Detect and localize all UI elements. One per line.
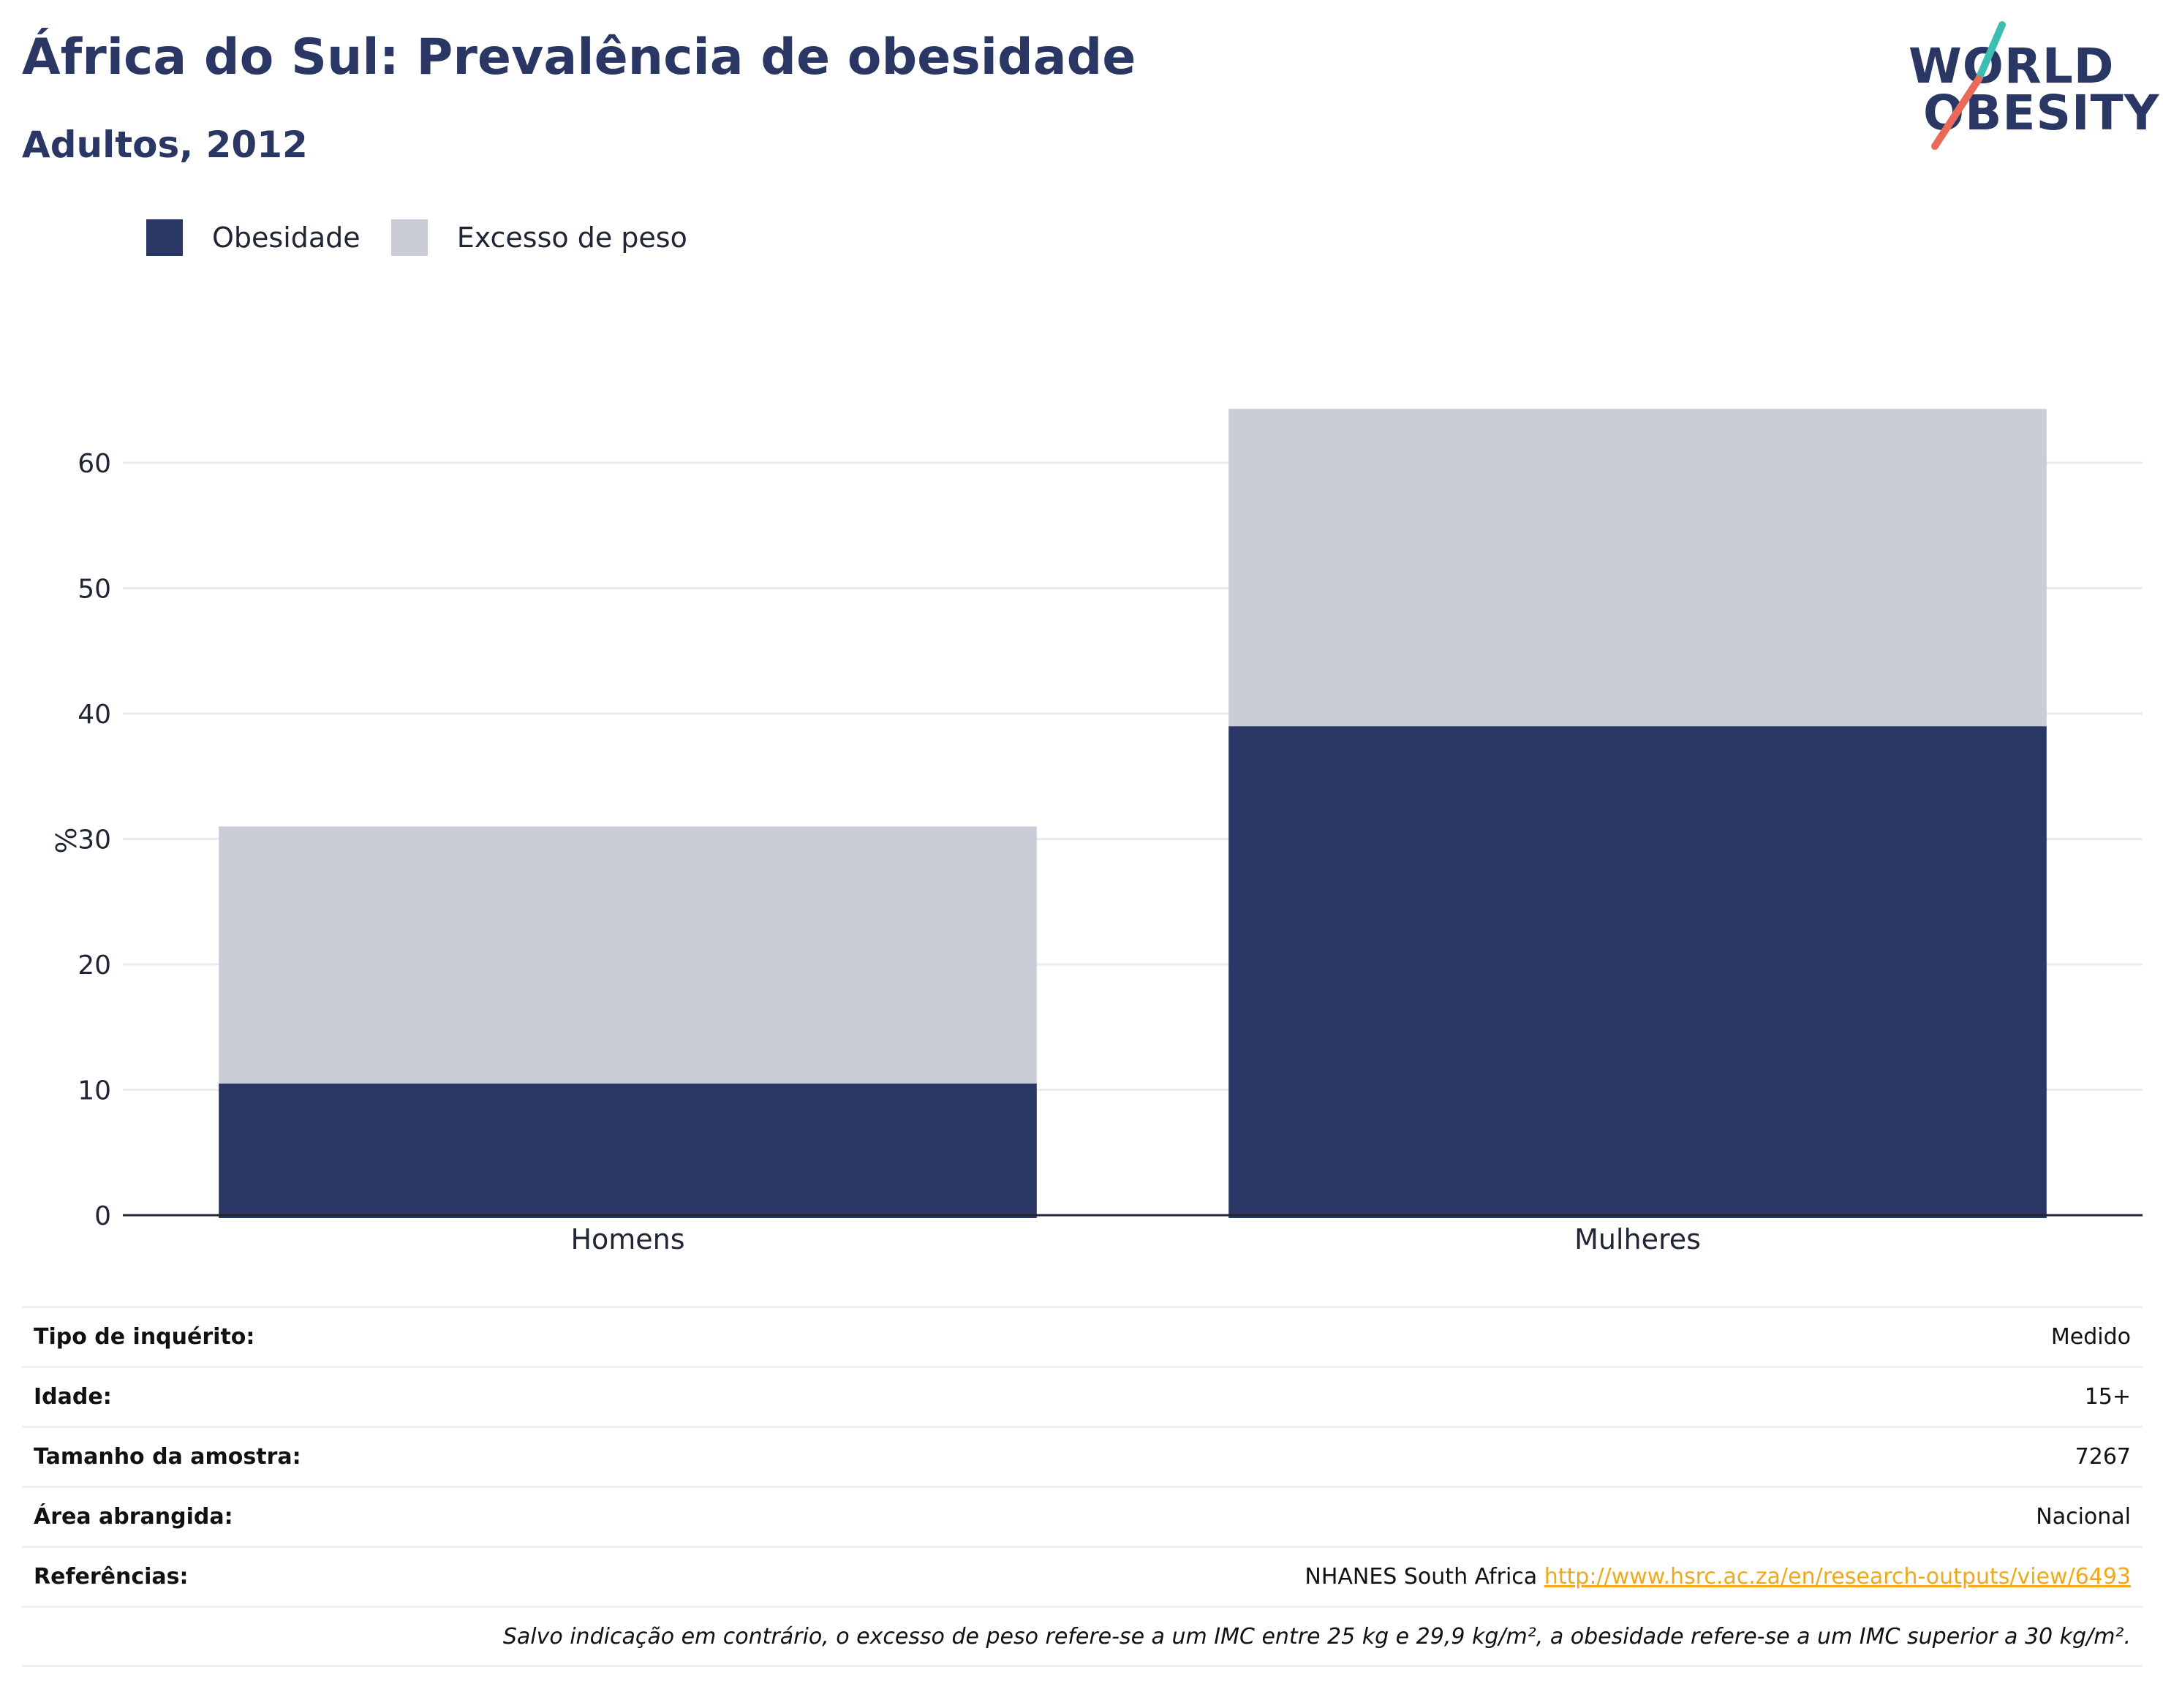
legend-label-overweight: Excesso de peso [456, 222, 687, 254]
info-label: Referências: [34, 1564, 189, 1590]
bar-obesity-mulheres [1228, 726, 2047, 1218]
y-tick-label: 40 [78, 700, 111, 730]
chart-title: África do Sul: Prevalência de obesidade [22, 29, 1136, 86]
bar-overweight-mulheres [1228, 409, 2047, 727]
y-tick-label: 20 [78, 951, 111, 980]
chart-subtitle: Adultos, 2012 [22, 124, 308, 166]
info-row-sample-size: Tamanho da amostra: 7267 [22, 1426, 2143, 1486]
bar-overweight-homens [219, 826, 1037, 1084]
info-row-references: Referências: NHANES South Africa http://… [22, 1546, 2143, 1606]
legend-item-overweight[interactable]: Excesso de peso [390, 219, 687, 256]
info-value: Medido [2050, 1324, 2131, 1350]
y-tick-label: 50 [78, 575, 111, 605]
y-tick-label: 10 [78, 1076, 111, 1106]
info-label: Idade: [34, 1384, 112, 1410]
references-value: NHANES South Africa http://www.hsrc.ac.z… [1305, 1564, 2131, 1590]
info-value: 7267 [2075, 1444, 2131, 1470]
x-category-label: Mulheres [1574, 1223, 1701, 1255]
y-tick-label: 0 [94, 1201, 111, 1231]
info-row-survey-type: Tipo de inquérito: Medido [22, 1306, 2143, 1366]
info-value: Nacional [2036, 1504, 2131, 1530]
legend-swatch-obesity [146, 219, 183, 256]
info-value: 15+ [2084, 1384, 2131, 1410]
bar-chart: 0 10 20 30 40 50 60% Homens Mulheres [49, 409, 2143, 1255]
survey-info-table: Tipo de inquérito: Medido Idade: 15+ Tam… [22, 1306, 2143, 1667]
references-source: NHANES South Africa [1305, 1564, 1538, 1590]
logo-slash-icon [1931, 21, 2006, 150]
bar-obesity-homens [219, 1083, 1037, 1218]
logo-line-1: WORLD [1909, 38, 2115, 94]
info-row-note: Salvo indicação em contrário, o excesso … [22, 1606, 2143, 1667]
info-label: Tamanho da amostra: [34, 1444, 301, 1470]
y-tick-label: 60 [78, 449, 111, 479]
references-link[interactable]: http://www.hsrc.ac.za/en/research-output… [1544, 1564, 2131, 1590]
x-category-label: Homens [570, 1223, 684, 1255]
info-row-age: Idade: 15+ [22, 1366, 2143, 1426]
logo-line-2: OBESITY [1923, 85, 2160, 141]
legend-swatch-overweight [390, 219, 428, 256]
y-axis-title: % [49, 827, 81, 853]
legend-item-obesity[interactable]: Obesidade [146, 219, 360, 256]
chart-legend: Obesidade Excesso de peso [146, 217, 718, 258]
info-row-area: Área abrangida: Nacional [22, 1486, 2143, 1546]
legend-label-obesity: Obesidade [212, 222, 360, 254]
info-label: Tipo de inquérito: [34, 1324, 255, 1350]
y-tick-label: 30 [78, 825, 111, 855]
definition-note: Salvo indicação em contrário, o excesso … [502, 1623, 2131, 1650]
info-label: Área abrangida: [34, 1504, 233, 1530]
world-obesity-logo: WORLD OBESITY [1909, 20, 2159, 152]
